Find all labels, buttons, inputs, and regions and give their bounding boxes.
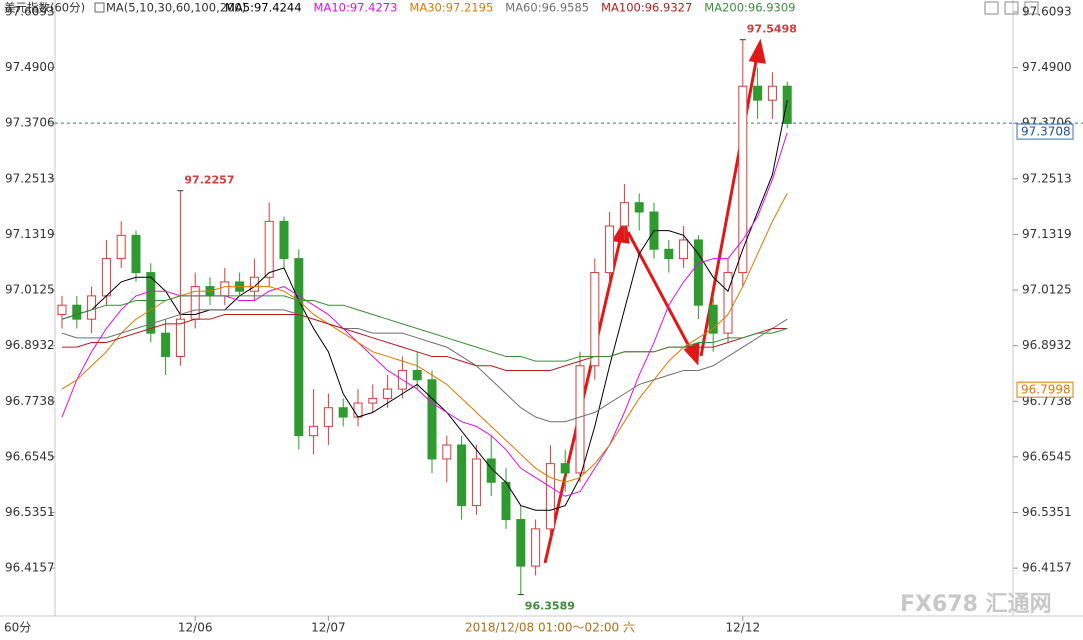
y-tick-label: 97.0125 bbox=[5, 283, 55, 297]
candle-body bbox=[220, 281, 230, 297]
y-tick-label: 97.3706 bbox=[5, 116, 55, 130]
candle-body bbox=[501, 481, 511, 521]
y-tick-label: 97.6093 bbox=[5, 4, 55, 18]
candle-body bbox=[101, 258, 111, 297]
y-tick-label: 96.5351 bbox=[5, 505, 55, 519]
x-tick-label: 12/12 bbox=[726, 621, 761, 635]
candle-body bbox=[545, 463, 555, 530]
last-price-box bbox=[1016, 123, 1074, 140]
y-tick-label: 96.8932 bbox=[1022, 338, 1072, 352]
y-tick-label: 96.6545 bbox=[1022, 449, 1072, 463]
y-tick-label: 96.6545 bbox=[5, 449, 55, 463]
candle-body bbox=[57, 304, 67, 316]
last-price-label: 97.3708 bbox=[1021, 125, 1071, 139]
indicator-icon[interactable] bbox=[94, 2, 105, 13]
y-tick-label: 96.8932 bbox=[5, 338, 55, 352]
status-text: 2018/12/08 01:00～02:00 六 bbox=[465, 621, 635, 635]
y-tick-label: 97.6093 bbox=[1022, 4, 1072, 18]
legend-entry: MA60:96.9585 bbox=[505, 1, 589, 15]
candle-body bbox=[309, 425, 319, 437]
tool-icon[interactable] bbox=[1004, 1, 1019, 15]
candle-body bbox=[486, 458, 496, 483]
candle-body bbox=[531, 528, 541, 567]
chart-title: 美元指数(60分) bbox=[4, 1, 85, 15]
candle-body bbox=[131, 234, 141, 274]
x-tick-label: 12/06 bbox=[178, 621, 213, 635]
y-tick-label: 97.4900 bbox=[5, 60, 55, 74]
candle-body bbox=[175, 318, 185, 357]
candle-body bbox=[693, 239, 703, 306]
legend-entry: MA10:97.4273 bbox=[314, 1, 398, 15]
candle-body bbox=[279, 220, 289, 260]
candle-body bbox=[323, 407, 333, 427]
candle-body bbox=[338, 407, 348, 418]
tool-icon[interactable] bbox=[1024, 1, 1039, 15]
candle-body bbox=[619, 202, 629, 227]
y-tick-label: 97.2513 bbox=[5, 171, 55, 185]
annotation-label: 96.3589 bbox=[525, 600, 575, 613]
arrow-head bbox=[748, 38, 766, 64]
candle-body bbox=[146, 272, 156, 334]
candle-body bbox=[383, 388, 393, 399]
y-tick-label: 96.7738 bbox=[5, 394, 55, 408]
ma-line bbox=[61, 309, 788, 423]
candle-body bbox=[368, 397, 378, 404]
candle-body bbox=[353, 402, 363, 418]
y-tick-label: 97.1319 bbox=[1022, 227, 1072, 241]
candle-body bbox=[427, 379, 437, 460]
candle-body bbox=[412, 369, 422, 381]
candle-body bbox=[634, 202, 644, 213]
marker-price-label: 96.7998 bbox=[1021, 383, 1071, 397]
candle-body bbox=[72, 304, 82, 320]
ma-line bbox=[61, 193, 788, 483]
toolbar bbox=[984, 1, 1039, 15]
candle-body bbox=[442, 444, 452, 460]
indicator-label: MA(5,10,30,60,100,200) bbox=[106, 1, 246, 15]
x-tick-label: 12/07 bbox=[311, 621, 346, 635]
y-tick-label: 97.4900 bbox=[1022, 60, 1072, 74]
candle-body bbox=[294, 258, 304, 437]
candle-body bbox=[516, 519, 526, 567]
arrow bbox=[626, 231, 694, 353]
candle-body bbox=[87, 295, 97, 320]
candle-body bbox=[161, 332, 171, 357]
candle-body bbox=[590, 272, 600, 367]
candle-body bbox=[471, 458, 481, 507]
candle-body bbox=[664, 248, 674, 260]
ma-line bbox=[61, 100, 788, 511]
candle-body bbox=[560, 463, 570, 474]
candle-body bbox=[767, 85, 777, 101]
candle-body bbox=[116, 234, 126, 260]
candle-body bbox=[605, 225, 615, 274]
legend-entry: MA5:97.4244 bbox=[225, 1, 302, 15]
period-label: 60分 bbox=[4, 621, 31, 635]
y-tick-label: 96.4157 bbox=[1022, 561, 1072, 575]
y-tick-label: 96.4157 bbox=[5, 561, 55, 575]
y-tick-label: 97.0125 bbox=[1022, 283, 1072, 297]
candle-body bbox=[723, 272, 733, 334]
candle-body bbox=[738, 85, 748, 274]
tool-icon[interactable] bbox=[984, 1, 999, 15]
legend-entry: MA100:96.9327 bbox=[601, 1, 692, 15]
annotation-label: 97.5498 bbox=[747, 23, 797, 36]
y-tick-label: 97.1319 bbox=[5, 227, 55, 241]
candle-body bbox=[753, 85, 763, 101]
y-tick-label: 97.2513 bbox=[1022, 171, 1072, 185]
watermark: FX678 汇通网 bbox=[900, 592, 1052, 617]
annotation-label: 97.2257 bbox=[184, 174, 234, 187]
candle-body bbox=[679, 239, 689, 260]
legend-entry: MA200:96.9309 bbox=[704, 1, 795, 15]
marker-price-box bbox=[1016, 381, 1074, 398]
ma-line bbox=[61, 295, 788, 362]
candle-body bbox=[457, 444, 467, 507]
candle-body bbox=[249, 276, 259, 292]
candle-body bbox=[575, 365, 585, 474]
legend-entry: MA30:97.2195 bbox=[409, 1, 493, 15]
y-tick-label: 96.5351 bbox=[1022, 505, 1072, 519]
candle-body bbox=[264, 220, 274, 278]
candle-body bbox=[708, 304, 718, 334]
candle-body bbox=[782, 85, 792, 124]
